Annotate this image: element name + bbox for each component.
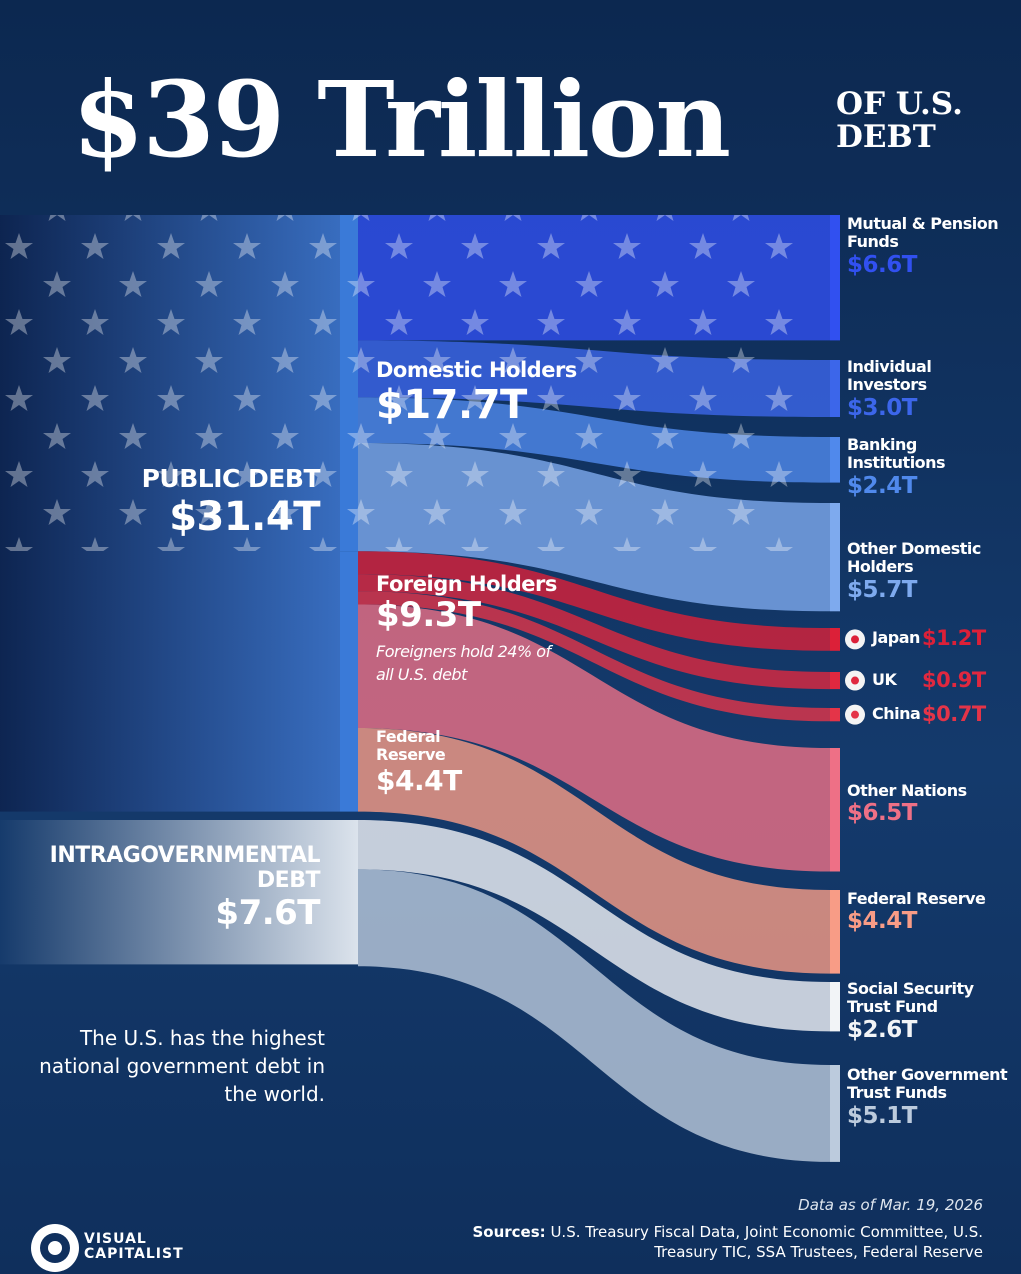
node-value: $9.3T [376,595,481,636]
node-bar [830,437,840,483]
node-name: Federal Reserve [847,889,986,908]
node-value: $0.7T [922,701,986,726]
node-label: Domestic Holders $17.7T [376,358,676,428]
node-bar [830,215,840,341]
node-value: $5.1T [847,1102,917,1129]
star-pattern [0,215,800,551]
flow [358,820,830,1032]
node-note: Foreigners hold 24% of all U.S. debt [376,642,551,684]
node-value: $7.6T [215,892,320,933]
flow [358,728,830,974]
node-value: $2.4T [847,472,917,499]
flag-mark [851,710,859,719]
node-value: $4.4T [847,908,917,935]
node-name: Social Security Trust Fund [847,979,974,1017]
node-label: Banking Institutions $2.4T [847,435,1012,499]
node-name: Japan [872,628,920,648]
node-value: $5.7T [847,576,917,603]
node-label: PUBLIC DEBT $31.4T [20,464,321,540]
node-value: $1.2T [922,626,986,651]
node-name: UK [872,669,897,689]
node-label: INTRAGOVERNMENTAL DEBT $7.6T [10,843,321,933]
node-label: Social Security Trust Fund $2.6T [847,979,1012,1043]
node-label: Other Government Trust Funds $5.1T [847,1065,1012,1129]
node-name: China [872,703,921,723]
node-label: Other Domestic Holders $5.7T [847,539,1012,603]
node-label: Mutual & Pension Funds $6.6T [847,214,1012,278]
sources-text: U.S. Treasury Fiscal Data, Joint Economi… [550,1223,983,1262]
flow [358,869,830,1162]
node-name: INTRAGOVERNMENTAL DEBT [49,843,321,894]
node-label: Other Nations $6.5T [847,781,1012,827]
node-bar [830,360,840,417]
node-bar [830,1065,840,1162]
node-bar [830,748,840,872]
node-name: Other Government Trust Funds [847,1065,1008,1103]
node-name: Domestic Holders [376,358,577,382]
title: $39 Trillion [72,58,731,181]
node-value: $17.7T [376,382,527,429]
flow [358,604,830,872]
node-label: Federal Reserve $4.4T [847,889,1012,935]
node-bar [830,628,840,651]
node-name: Banking Institutions [847,435,946,473]
node-bar [830,503,840,612]
node-bar [830,890,840,974]
node-value: $31.4T [169,493,320,540]
node-value: $6.5T [847,800,917,827]
flag-mark [851,635,859,644]
node-name: Foreign Holders [376,572,557,596]
flag-mark [851,676,859,685]
flow [358,591,830,722]
node-bar [340,551,358,728]
node-bar [830,708,840,722]
brand: VISUAL CAPITALIST [84,1231,184,1262]
node-value: $4.4T [376,763,462,797]
node-value: $2.6T [847,1016,917,1043]
node-name: PUBLIC DEBT [141,464,321,493]
node-bar [830,672,840,690]
node-bar [830,982,840,1032]
node-label: Foreign Holders $9.3T Foreigners hold 24% … [376,572,676,686]
subtitle: OF U.S. DEBT [836,86,963,155]
node-bar [0,820,358,965]
left-note: The U.S. has the highest national govern… [39,1026,325,1106]
node-name: Individual Investors [847,357,932,395]
node-name: Other Domestic Holders [847,539,981,577]
sources-label: Sources: [472,1223,546,1241]
node-name: Federal Reserve [376,727,446,765]
brand-logo [31,1224,79,1272]
node-label: Individual Investors $3.0T [847,357,1012,421]
node-name: Other Nations [847,781,967,800]
node-value: $6.6T [847,251,917,278]
node-value: $0.9T [922,667,986,692]
node-name: Mutual & Pension Funds [847,214,999,252]
node-value: $3.0T [847,394,917,421]
sources: Sources: U.S. Treasury Fiscal Data, Join… [463,1222,983,1263]
data-note: Data as of Mar. 19, 2026 [798,1196,983,1214]
flow [358,574,830,690]
node-label: Federal Reserve $4.4T [376,727,466,797]
node-bar [340,728,358,812]
flow [358,551,830,651]
